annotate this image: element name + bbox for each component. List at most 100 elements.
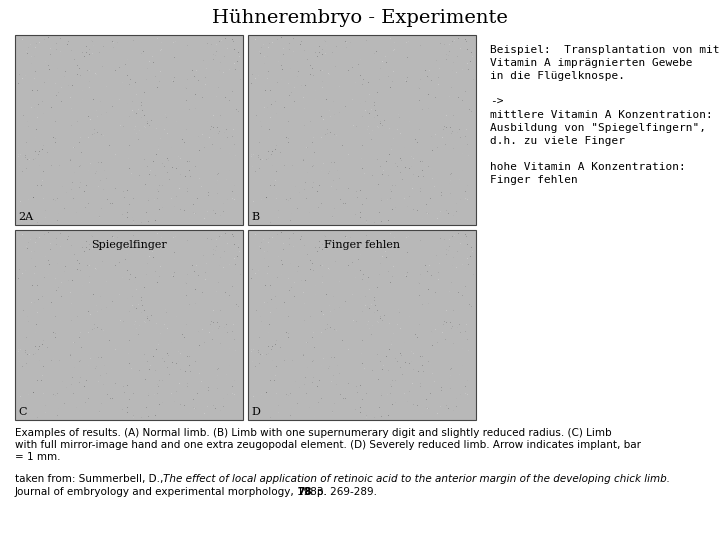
Point	[462, 335, 474, 343]
Point	[40, 38, 52, 47]
Point	[227, 389, 238, 398]
Point	[340, 394, 351, 403]
Point	[270, 371, 282, 380]
Point	[305, 62, 316, 70]
Point	[109, 138, 120, 146]
Point	[232, 359, 243, 368]
Point	[276, 65, 288, 74]
Point	[194, 136, 205, 145]
Point	[155, 46, 166, 55]
Point	[426, 364, 437, 373]
Point	[379, 117, 390, 125]
Point	[419, 310, 431, 319]
Point	[13, 346, 24, 354]
Point	[212, 253, 224, 262]
Point	[370, 167, 382, 176]
Point	[347, 63, 359, 72]
Point	[286, 144, 297, 152]
Point	[264, 170, 276, 178]
Point	[430, 325, 441, 334]
Point	[153, 382, 164, 390]
Point	[400, 49, 412, 57]
Point	[333, 278, 345, 286]
Point	[169, 408, 181, 416]
Point	[112, 233, 123, 242]
Point	[348, 147, 360, 156]
Point	[288, 229, 300, 238]
Point	[444, 370, 456, 379]
Point	[302, 143, 314, 152]
Point	[386, 143, 397, 151]
Point	[282, 134, 294, 143]
Point	[168, 38, 179, 47]
Point	[42, 86, 54, 94]
Point	[308, 266, 320, 275]
Point	[30, 391, 41, 400]
Point	[170, 232, 181, 241]
Point	[281, 354, 292, 363]
Point	[189, 90, 201, 98]
Point	[190, 268, 202, 276]
Point	[281, 286, 292, 294]
Point	[271, 278, 282, 286]
Point	[457, 61, 469, 70]
Point	[444, 242, 455, 251]
Point	[37, 340, 48, 348]
Point	[428, 377, 440, 386]
Point	[278, 117, 289, 126]
Point	[386, 340, 397, 348]
Point	[397, 370, 408, 379]
Point	[333, 387, 345, 395]
Point	[153, 330, 165, 339]
Point	[338, 199, 349, 208]
Point	[251, 266, 263, 275]
Point	[441, 206, 452, 215]
Point	[127, 413, 139, 422]
Point	[193, 76, 204, 85]
Point	[158, 163, 170, 171]
Point	[273, 76, 284, 84]
Point	[45, 293, 57, 302]
Point	[107, 271, 119, 280]
Point	[66, 316, 78, 325]
Point	[271, 216, 283, 225]
Point	[255, 312, 266, 320]
Point	[233, 177, 244, 186]
Point	[395, 129, 406, 138]
Point	[163, 156, 174, 165]
Point	[465, 372, 477, 381]
Point	[328, 46, 340, 55]
Point	[93, 249, 104, 258]
Point	[269, 183, 281, 192]
Point	[18, 403, 30, 411]
Point	[214, 261, 225, 270]
Point	[194, 331, 205, 340]
Point	[354, 250, 366, 259]
Point	[271, 407, 282, 415]
Point	[186, 310, 197, 319]
Point	[424, 87, 436, 96]
Point	[307, 183, 318, 192]
Point	[435, 335, 446, 344]
Point	[73, 64, 85, 72]
Point	[359, 319, 370, 327]
Point	[267, 147, 279, 156]
Point	[87, 131, 99, 139]
Point	[107, 37, 118, 45]
Point	[197, 325, 208, 334]
Point	[246, 151, 257, 159]
Point	[280, 83, 292, 91]
Point	[443, 51, 454, 60]
Point	[320, 49, 331, 58]
Point	[89, 77, 101, 85]
Point	[227, 282, 238, 291]
Point	[274, 200, 286, 209]
Point	[320, 236, 332, 245]
Point	[143, 392, 154, 400]
Point	[176, 247, 187, 255]
Point	[316, 307, 328, 315]
Point	[301, 341, 312, 349]
Point	[164, 175, 176, 184]
Point	[37, 407, 49, 415]
Point	[358, 141, 369, 150]
